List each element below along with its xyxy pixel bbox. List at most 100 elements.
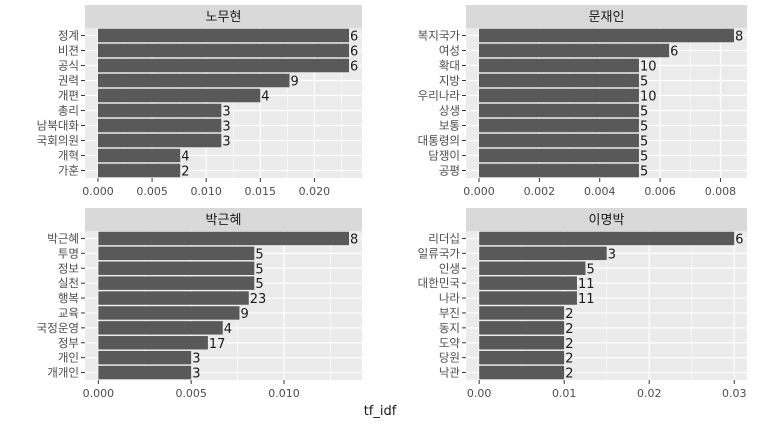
bar (98, 336, 208, 350)
bar-count-label: 5 (586, 262, 594, 277)
bar-count-label: 5 (640, 75, 648, 90)
bar-count-label: 3 (222, 120, 230, 135)
y-category-label: 권력 (58, 74, 79, 88)
y-category-label: 개인 (58, 351, 79, 365)
bar (478, 148, 639, 163)
bar-count-label: 5 (255, 277, 263, 292)
y-category-label: 가훈 (58, 164, 79, 178)
bar (478, 28, 735, 43)
x-tick-label: 0.02 (637, 387, 662, 400)
y-category-label: 비젼 (58, 44, 79, 58)
x-tick-label: 0.000 (82, 185, 114, 198)
bar (479, 291, 577, 305)
bar-count-label: 5 (255, 262, 263, 277)
facet-strip (466, 5, 747, 28)
bar-count-label: 2 (565, 322, 573, 337)
bar-count-label: 9 (291, 75, 299, 90)
bar (479, 365, 565, 380)
bar-count-label: 10 (640, 90, 657, 105)
facet-title: 이명박 (589, 213, 625, 228)
bar-count-label: 4 (224, 322, 232, 337)
bar (478, 133, 639, 148)
bar (98, 365, 192, 380)
bar-count-label: 5 (640, 105, 648, 120)
x-tick-label: 0.006 (644, 185, 676, 198)
x-axis-title: tf_idf (363, 404, 397, 419)
bar (97, 103, 222, 118)
bar-count-label: 11 (578, 292, 595, 307)
bar (98, 231, 350, 246)
y-category-label: 행복 (58, 291, 79, 305)
y-category-label: 일류국가 (418, 246, 461, 260)
x-tick-label: 0.010 (268, 387, 300, 400)
bar-count-label: 23 (250, 292, 267, 307)
bar (97, 118, 222, 133)
y-category-label: 우리나라 (418, 89, 461, 103)
bar-count-label: 9 (240, 307, 248, 322)
bar (97, 73, 290, 88)
x-tick-label: 0.000 (463, 185, 495, 198)
bar (97, 88, 261, 103)
bar (478, 163, 639, 178)
y-category-label: 리더십 (428, 231, 460, 245)
y-category-label: 정부 (58, 336, 79, 350)
y-category-label: 인생 (439, 261, 460, 275)
bar (98, 350, 192, 365)
y-category-label: 투명 (58, 246, 79, 260)
bar-count-label: 4 (261, 90, 269, 105)
bar-count-label: 5 (640, 120, 648, 135)
facet-panel-3: 박근혜 0.000 0.005 0.010 박근혜 8 투명 5 정보 5 실천 5 행복 23 교육 9 국정… (37, 208, 362, 400)
bar-count-label: 11 (578, 277, 595, 292)
bar-count-label: 5 (640, 150, 648, 165)
x-tick-label: 0.005 (136, 185, 168, 198)
facet-strip (85, 208, 362, 231)
bar-count-label: 3 (608, 247, 616, 262)
x-tick-label: 0.000 (83, 387, 115, 400)
y-category-label: 개혁 (58, 149, 79, 163)
bar (479, 336, 565, 350)
x-tick-label: 0.004 (584, 185, 616, 198)
y-category-label: 대한민국 (418, 276, 460, 290)
x-tick-label: 0.005 (175, 387, 207, 400)
y-category-label: 대통령의 (418, 134, 460, 148)
y-category-label: 확대 (439, 59, 460, 73)
y-category-label: 여성 (439, 44, 460, 58)
y-category-label: 국회의원 (37, 134, 79, 148)
x-tick-label: 0.002 (524, 185, 556, 198)
y-category-label: 낙관 (439, 366, 461, 380)
bar (98, 261, 255, 275)
facet-panel-2: 문재인 0.000 0.002 0.004 0.006 0.008 복지국가 8 여성 6 확대 10… (418, 5, 747, 198)
bar (478, 88, 639, 103)
x-tick-label: 0.020 (299, 185, 331, 198)
facet-title: 노무현 (206, 10, 242, 25)
bar-count-label: 3 (192, 367, 200, 382)
y-category-label: 동지 (439, 321, 460, 335)
bar (98, 246, 255, 261)
x-tick-label: 0.01 (552, 387, 577, 400)
bar-count-label: 2 (565, 307, 573, 322)
bar (98, 291, 249, 305)
x-tick-label: 0.03 (722, 387, 747, 400)
y-category-label: 상생 (439, 104, 460, 118)
y-category-label: 개개인 (47, 366, 79, 380)
bar (479, 261, 586, 275)
bar (98, 276, 255, 290)
facet-strip (466, 208, 747, 231)
bar-count-label: 17 (209, 337, 226, 352)
x-tick-label: 0.015 (245, 185, 277, 198)
bar-count-label: 5 (255, 247, 263, 262)
bar (97, 28, 350, 43)
bar (479, 276, 577, 290)
bar (97, 133, 222, 148)
y-category-label: 나라 (439, 291, 461, 305)
bar (97, 58, 350, 73)
bar (478, 58, 639, 73)
bar-count-label: 2 (565, 367, 573, 382)
y-category-label: 지방 (439, 74, 461, 88)
bar-count-label: 6 (350, 60, 358, 75)
bar-count-label: 3 (192, 352, 200, 367)
bar-count-label: 3 (222, 105, 230, 120)
bar (479, 321, 565, 335)
x-tick-label: 0.008 (705, 185, 737, 198)
bar-count-label: 6 (670, 45, 678, 60)
